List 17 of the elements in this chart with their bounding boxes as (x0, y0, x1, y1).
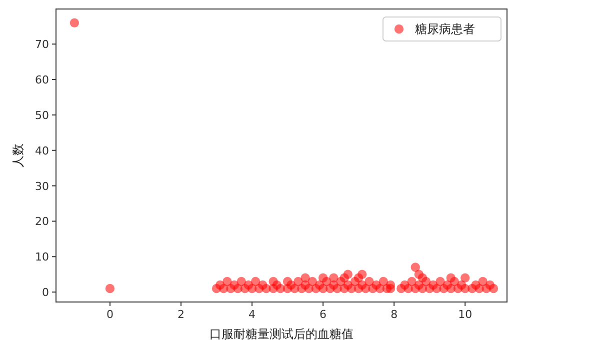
x-tick-label: 8 (390, 308, 398, 321)
y-tick-label: 60 (35, 74, 49, 87)
x-tick-label: 2 (178, 308, 184, 321)
y-tick-label: 20 (35, 215, 49, 228)
y-tick-label: 70 (35, 38, 49, 52)
x-tick-label: 0 (106, 308, 114, 321)
y-tick-label: 50 (35, 108, 49, 122)
x-axis-title: 口服耐糖量测试后的血糖值 (210, 327, 354, 341)
x-tick-label: 6 (320, 308, 327, 321)
x-tick-label: 4 (248, 308, 256, 321)
y-axis-title: 人数 (11, 144, 25, 168)
y-tick-label: 10 (35, 250, 49, 264)
y-tick-label: 30 (35, 180, 49, 193)
y-tick-label: 40 (35, 144, 49, 158)
x-tick-label: 10 (458, 308, 472, 321)
y-tick-label: 0 (42, 286, 49, 300)
legend-label: 糖尿病患者 (415, 22, 475, 36)
